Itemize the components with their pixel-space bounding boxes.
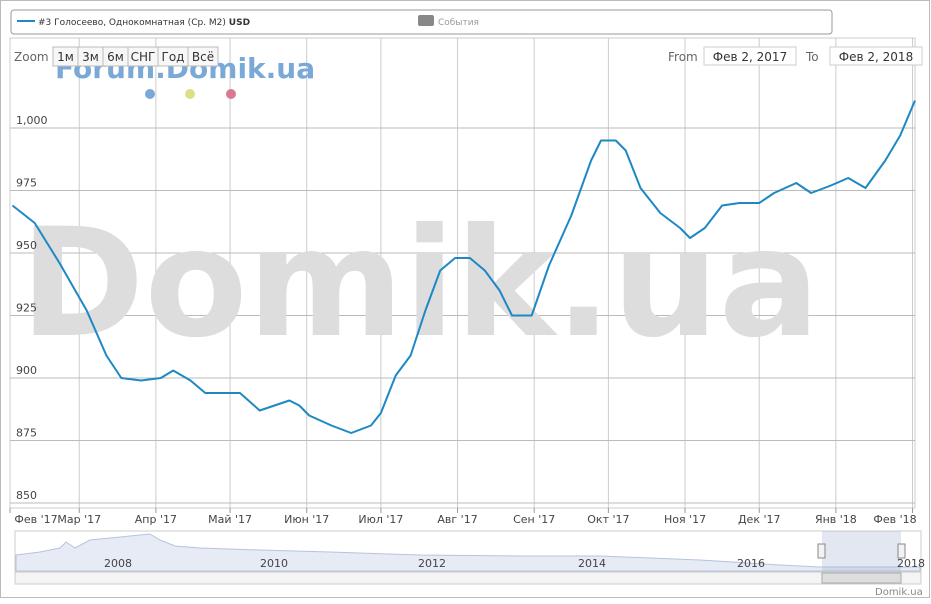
- navigator-year: 2010: [260, 557, 288, 570]
- navigator-year: 2014: [578, 557, 606, 570]
- zoom-button[interactable]: Год: [157, 46, 189, 67]
- x-tick-label: Май '17: [208, 513, 252, 526]
- zoom-button-label: 3м: [82, 50, 99, 64]
- zoom-button-bg: [187, 46, 219, 67]
- navigator-year: 2016: [737, 557, 765, 570]
- from-value: Фев 2, 2017: [713, 50, 787, 64]
- zoom-button-label: СНГ: [131, 50, 156, 64]
- from-label: From: [668, 50, 698, 64]
- zoom-group: 1м 3м 6м СНГ Год Всё: [52, 46, 219, 67]
- navigator-year: 2012: [418, 557, 446, 570]
- x-tick-label: Мар '17: [57, 513, 101, 526]
- y-tick-label: 975: [16, 177, 37, 190]
- x-tick-label: Сен '17: [513, 513, 555, 526]
- x-tick-label: Фев '18: [873, 513, 916, 526]
- navigator-years: 2008 2010 2012 2014 2016 2018: [104, 557, 925, 570]
- x-tick-label: Окт '17: [587, 513, 629, 526]
- x-tick-label: Дек '17: [738, 513, 781, 526]
- series-line: [11, 100, 916, 434]
- events-label[interactable]: События: [438, 18, 479, 28]
- credit[interactable]: Domik.ua: [875, 587, 923, 598]
- x-tick-label: Фев '17: [14, 513, 57, 526]
- dot: [185, 89, 195, 99]
- y-tick-label: 850: [16, 489, 37, 502]
- y-tick-label: 950: [16, 239, 37, 252]
- legend-unit: USD: [229, 18, 250, 28]
- zoom-button-label: 6м: [107, 50, 124, 64]
- zoom-button-label: Год: [162, 50, 185, 64]
- zoom-label: Zoom: [14, 50, 49, 64]
- events-swatch: [418, 15, 434, 26]
- scrollbar-thumb[interactable]: [821, 572, 902, 584]
- navigator-range[interactable]: [822, 531, 901, 571]
- to-input[interactable]: [829, 46, 923, 66]
- to-label: To: [805, 50, 819, 64]
- zoom-button[interactable]: 6м: [102, 46, 129, 67]
- from-input[interactable]: [703, 46, 797, 66]
- legend-label[interactable]: #3 Голосеево, Однокомнатная (Ср. М2) USD: [38, 18, 250, 28]
- plot-background: [9, 37, 916, 509]
- navigator-year: 2008: [104, 557, 132, 570]
- y-tick-label: 875: [16, 427, 37, 440]
- y-tick-label: 900: [16, 364, 37, 377]
- x-tick-label: Ноя '17: [664, 513, 706, 526]
- navigator-year: 2018: [897, 557, 925, 570]
- x-tick-label: Янв '18: [815, 513, 857, 526]
- dot: [145, 89, 155, 99]
- scrollbar[interactable]: [14, 571, 922, 585]
- dot: [226, 89, 236, 99]
- plot-area: [9, 37, 916, 509]
- zoom-button[interactable]: Всё: [187, 46, 219, 67]
- to-value: Фев 2, 2018: [839, 50, 913, 64]
- y-tick-label: 925: [16, 302, 37, 315]
- x-tick-label: Июл '17: [358, 513, 403, 526]
- zoom-button-label: 1м: [57, 50, 74, 64]
- x-tick-label: Июн '17: [284, 513, 329, 526]
- zoom-button[interactable]: 3м: [77, 46, 104, 67]
- x-tick-label: Авг '17: [437, 513, 477, 526]
- legend-name: #3 Голосеево, Однокомнатная (Ср. М2): [38, 18, 226, 28]
- navigator-handle[interactable]: [817, 543, 826, 559]
- x-tick-label: Апр '17: [135, 513, 177, 526]
- navigator-series: [15, 533, 921, 572]
- zoom-button-label: Всё: [192, 50, 214, 64]
- zoom-button[interactable]: СНГ: [127, 46, 159, 67]
- watermark: Domik.ua: [20, 197, 820, 371]
- navigator-handle[interactable]: [897, 543, 906, 559]
- y-tick-label: 1,000: [16, 114, 48, 127]
- zoom-button[interactable]: 1м: [52, 46, 79, 67]
